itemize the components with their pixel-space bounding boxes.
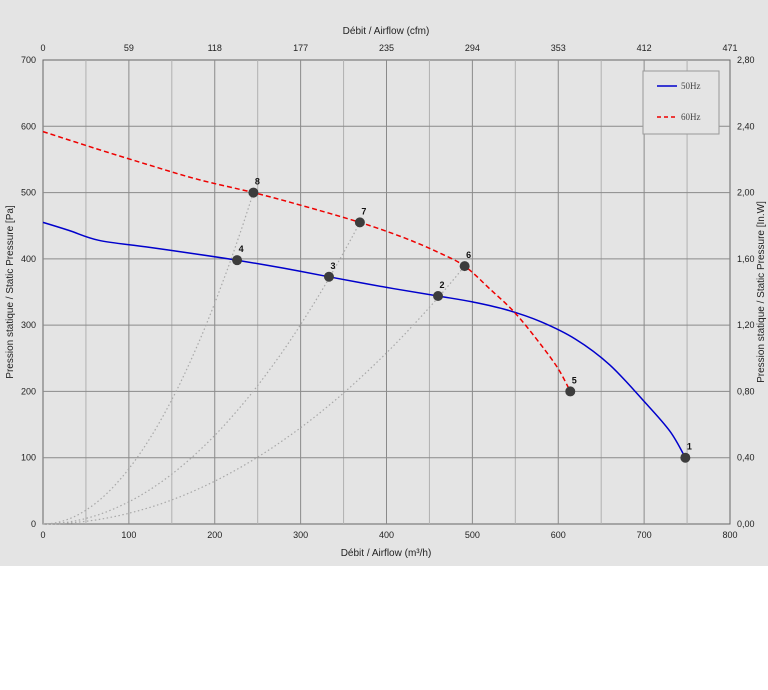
y-tick-label: 0 bbox=[31, 519, 36, 529]
operating-point-marker bbox=[680, 452, 691, 463]
operating-point-label: 7 bbox=[361, 206, 366, 216]
y-tick-labels: 0 100 200 300 400 500 600 700 bbox=[21, 55, 36, 529]
x-top-tick-label: 235 bbox=[379, 43, 394, 53]
x-tick-label: 500 bbox=[465, 530, 480, 540]
operating-point-marker bbox=[354, 217, 365, 228]
y-right-tick-label: 2,00 bbox=[737, 188, 755, 198]
chart-panel: 0 100 200 300 400 500 600 700 800 0 59 118 177 235 29… bbox=[0, 0, 768, 566]
x-axis-title-bottom: Débit / Airflow (m³/h) bbox=[341, 548, 432, 559]
operating-point-label: 8 bbox=[255, 177, 260, 187]
operating-point-label: 3 bbox=[330, 261, 335, 271]
x-top-tick-label: 471 bbox=[722, 43, 737, 53]
system-curves bbox=[42, 192, 466, 525]
y-tick-label: 400 bbox=[21, 254, 36, 264]
operating-point-marker bbox=[459, 261, 470, 272]
x-axis-title-top: Débit / Airflow (cfm) bbox=[343, 26, 430, 37]
legend: 50Hz 60Hz bbox=[642, 70, 720, 135]
y-tick-label: 300 bbox=[21, 320, 36, 330]
x-top-tick-label: 177 bbox=[293, 43, 308, 53]
y-right-tick-label: 0,00 bbox=[737, 519, 755, 529]
x-tick-label: 100 bbox=[121, 530, 136, 540]
operating-point-marker bbox=[565, 386, 576, 397]
y-right-tick-label: 2,40 bbox=[737, 121, 755, 131]
x-top-tick-label: 294 bbox=[465, 43, 480, 53]
operating-point-label: 1 bbox=[687, 442, 692, 452]
y-right-tick-label: 2,80 bbox=[737, 55, 755, 65]
y-tick-label: 100 bbox=[21, 453, 36, 463]
x-tick-label: 0 bbox=[40, 530, 45, 540]
series-lines bbox=[42, 130, 686, 459]
y-right-tick-label: 0,80 bbox=[737, 386, 755, 396]
y-right-tick-label: 1,20 bbox=[737, 320, 755, 330]
y-right-tick-labels: 0,00 0,40 0,80 1,20 1,60 2,00 2,40 2,80 bbox=[737, 55, 755, 529]
operating-point-marker bbox=[323, 271, 334, 282]
legend-50hz-label: 50Hz bbox=[681, 81, 701, 91]
operating-point-marker bbox=[248, 187, 259, 198]
y-right-tick-label: 1,60 bbox=[737, 254, 755, 264]
x-top-tick-label: 353 bbox=[551, 43, 566, 53]
x-tick-label: 800 bbox=[722, 530, 737, 540]
system-curve-line bbox=[42, 192, 254, 525]
x-tick-label: 600 bbox=[551, 530, 566, 540]
grid bbox=[43, 60, 730, 524]
x-tick-label: 300 bbox=[293, 530, 308, 540]
x-top-tick-label: 118 bbox=[208, 43, 222, 53]
y-right-tick-label: 0,40 bbox=[737, 453, 755, 463]
x-top-tick-labels: 0 59 118 177 235 294 353 412 471 bbox=[40, 43, 737, 53]
y-tick-label: 700 bbox=[21, 55, 36, 65]
x-top-tick-label: 59 bbox=[124, 43, 134, 53]
x-tick-label: 400 bbox=[379, 530, 394, 540]
x-top-tick-label: 0 bbox=[40, 43, 45, 53]
operating-points: 1 2 3 4 5 6 7 8 bbox=[232, 177, 692, 463]
system-curve-line bbox=[42, 265, 466, 525]
y-axis-title-left: Pression statique / Static Pressure [Pa] bbox=[5, 205, 16, 379]
y-tick-label: 200 bbox=[21, 386, 36, 396]
x-top-tick-label: 412 bbox=[637, 43, 652, 53]
operating-point-marker bbox=[232, 255, 243, 266]
y-tick-label: 600 bbox=[21, 121, 36, 131]
legend-60hz-label: 60Hz bbox=[681, 112, 701, 122]
legend-box bbox=[642, 70, 720, 135]
y-tick-label: 500 bbox=[21, 188, 36, 198]
fan-performance-chart: 0 100 200 300 400 500 600 700 800 0 59 118 177 235 29… bbox=[5, 26, 767, 559]
operating-point-marker bbox=[433, 290, 444, 301]
operating-point-label: 6 bbox=[466, 250, 471, 260]
series-line-60hz bbox=[42, 130, 571, 392]
operating-point-label: 5 bbox=[572, 375, 577, 385]
y-axis-title-right: Pression statique / Static Pressure [In.… bbox=[756, 201, 767, 383]
series-line-50hz bbox=[42, 221, 686, 459]
x-tick-labels: 0 100 200 300 400 500 600 700 800 bbox=[40, 530, 737, 540]
operating-point-label: 4 bbox=[239, 244, 244, 254]
x-tick-label: 700 bbox=[637, 530, 652, 540]
x-tick-label: 200 bbox=[207, 530, 222, 540]
operating-point-label: 2 bbox=[440, 280, 445, 290]
